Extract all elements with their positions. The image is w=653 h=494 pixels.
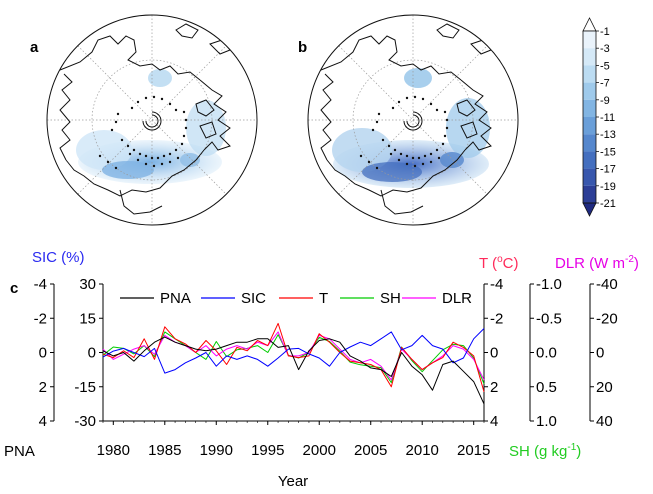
dlr-axis-title: DLR (W m-2) <box>555 254 639 272</box>
sh-tick-label: 0.0 <box>536 345 557 362</box>
series-line-pna <box>102 336 485 405</box>
map-a-significance-dots <box>98 95 188 170</box>
x-tick-label: 1985 <box>148 442 181 459</box>
colorbar-segment <box>583 48 596 66</box>
dlr-tick-label: 0 <box>596 345 604 362</box>
map-a-coastlines <box>59 23 231 215</box>
panel-b-label: b <box>298 39 307 56</box>
map-b-pole-marker <box>403 111 423 131</box>
sic-axis-title: SIC (%) <box>32 249 85 266</box>
sh-tick-label: -0.5 <box>536 310 562 327</box>
dlr-tick-label: 40 <box>596 413 613 430</box>
colorbar-tick-label: -9 <box>600 95 610 107</box>
colorbar-tick-label: -13 <box>600 129 616 141</box>
colorbar-segment <box>583 65 596 83</box>
x-tick-label: 1995 <box>251 442 284 459</box>
colorbar-segment <box>583 134 596 152</box>
x-tick-label: 1990 <box>200 442 233 459</box>
chart-series <box>102 322 485 405</box>
sic-tick-label: 15 <box>79 310 96 327</box>
panel-c-label: c <box>10 280 18 297</box>
sic-tick-label: -30 <box>74 413 96 430</box>
x-tick-label: 1980 <box>97 442 130 459</box>
dlr-tick-label: -20 <box>596 310 618 327</box>
sh-tick-label: 0.5 <box>536 379 557 396</box>
t-tick-label: 4 <box>490 413 498 430</box>
pna-tick-label: 0 <box>39 345 47 362</box>
colorbar: -1 -3 -5 -7 -9 -11 -13 -15 -17 -19 -21 <box>582 17 616 217</box>
dlr-tick-label: 20 <box>596 379 613 396</box>
pna-axis-title: PNA <box>4 443 35 460</box>
map-a-pole-marker <box>142 111 162 131</box>
legend-label-dlr: DLR <box>442 290 472 307</box>
colorbar-tick-label: -17 <box>600 164 616 176</box>
map-a-content <box>47 15 257 225</box>
chart-axes: -4-202430150-15-30-4-2024-1.0-0.50.00.51… <box>34 276 618 459</box>
colorbar-top-extension <box>582 17 597 32</box>
colorbar-segment <box>583 117 596 135</box>
legend-label-pna: PNA <box>160 290 191 307</box>
x-tick-label: 2000 <box>303 442 336 459</box>
legend-label-sic: SIC <box>241 290 266 307</box>
panel-a-label: a <box>30 39 39 56</box>
map-panel-a: a <box>30 14 258 226</box>
sh-axis-title: SH (g kg-1) <box>509 442 581 460</box>
map-b-content <box>308 15 518 225</box>
t-tick-label: 2 <box>490 379 498 396</box>
colorbar-tick-label: -5 <box>600 60 610 72</box>
colorbar-tick-label: -15 <box>600 146 616 158</box>
sic-tick-label: 30 <box>79 276 96 293</box>
colorbar-segment <box>583 31 596 49</box>
map-b-frame <box>307 14 519 226</box>
x-tick-label: 2010 <box>406 442 439 459</box>
x-axis-title: Year <box>278 473 308 490</box>
colorbar-bottom-extension <box>582 202 597 217</box>
dlr-tick-label: -40 <box>596 276 618 293</box>
map-b-significance-dots <box>359 95 449 170</box>
chart-legend: PNA SIC T SH DLR <box>120 290 472 307</box>
sic-tick-label: -15 <box>74 379 96 396</box>
colorbar-segment <box>583 185 596 203</box>
map-b-coastlines <box>320 23 492 215</box>
colorbar-segment <box>583 151 596 169</box>
t-axis-title: T (oC) <box>479 254 518 272</box>
pna-tick-label: -4 <box>34 276 47 293</box>
series-line-sic <box>102 328 485 374</box>
colorbar-segment <box>583 168 596 186</box>
colorbar-tick-label: -7 <box>600 78 610 90</box>
legend-label-t: T <box>319 290 328 307</box>
colorbar-tick-label: -11 <box>600 112 615 124</box>
sh-tick-label: -1.0 <box>536 276 562 293</box>
t-tick-label: -4 <box>490 276 503 293</box>
x-tick-label: 2015 <box>457 442 490 459</box>
colorbar-segment <box>583 99 596 117</box>
t-tick-label: 0 <box>490 345 498 362</box>
colorbar-tick-label: -19 <box>600 181 616 193</box>
pna-tick-label: 4 <box>39 413 47 430</box>
timeseries-panel-c: c SIC (%) T (oC) DLR (W m-2) PNA SH (g k… <box>4 249 639 490</box>
map-a-frame <box>46 14 258 226</box>
pna-tick-label: -2 <box>34 310 47 327</box>
pna-tick-label: 2 <box>39 379 47 396</box>
colorbar-segment <box>583 82 596 100</box>
x-tick-label: 2005 <box>354 442 387 459</box>
map-panel-b: b <box>298 14 519 226</box>
colorbar-tick-label: -21 <box>600 198 616 210</box>
sh-tick-label: 1.0 <box>536 413 557 430</box>
colorbar-tick-label: -3 <box>600 43 610 55</box>
sic-tick-label: 0 <box>88 345 96 362</box>
legend-label-sh: SH <box>380 290 401 307</box>
t-tick-label: -2 <box>490 310 503 327</box>
colorbar-tick-label: -1 <box>600 26 610 38</box>
